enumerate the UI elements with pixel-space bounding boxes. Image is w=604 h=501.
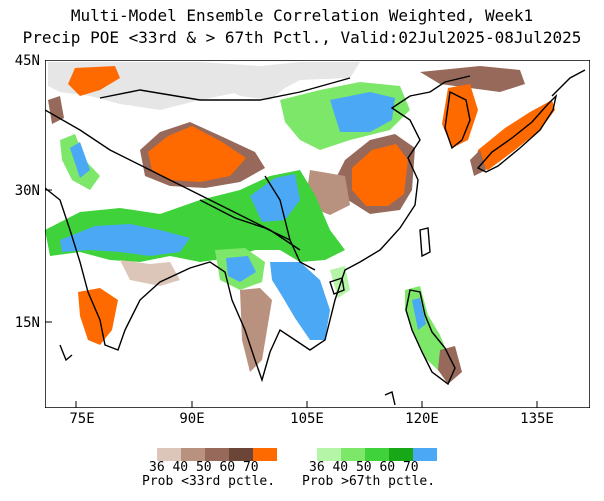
map-title-line2: Precip POE <33rd & > 67th Pctl., Valid:0… [22,28,582,47]
legend-below-caption: Prob <33rd pctle. [142,474,276,489]
legend-above-caption: Prob >67th pctle. [302,474,436,489]
lat-label-30n: 30N [14,183,40,199]
legend-above-value: 70 [402,460,419,475]
legend-above-value: 40 [332,460,349,475]
legend-swatch-above-60 [389,448,413,461]
lat-label-45n: 45N [14,53,40,69]
dry-region [240,288,272,372]
legend-above-swatches [317,446,437,461]
lon-label-120e: 120E [405,411,439,427]
coastlines [45,69,586,406]
legend-above-value: 50 [355,460,372,475]
legend-swatch-below-40 [181,448,205,461]
legend-swatch-below-36 [157,448,181,461]
dry-region [352,144,408,206]
dry-region [148,126,246,182]
lon-label-75e: 75E [69,411,95,427]
legend-swatch-below-50 [205,448,229,461]
wet-region [226,256,256,282]
legend-below-value: 70 [242,460,259,475]
wet-region [60,224,190,256]
legend-above-value: 60 [379,460,396,475]
legend-swatch-below-60 [229,448,253,461]
legend-below-value: 50 [195,460,212,475]
lon-label-105e: 105E [290,411,324,427]
legend-swatch-below-70 [253,448,277,461]
dry-region [68,66,120,96]
dry-region [438,346,462,384]
legend-above-value: 36 [309,460,325,475]
lon-label-90e: 90E [179,411,205,427]
wet-region [330,92,395,132]
dry-region [48,96,64,124]
legend-above-values: 36 40 50 60 70 [309,461,419,475]
wet-region [270,262,330,340]
legend-swatch-above-36 [317,448,341,461]
legend-swatch-above-70 [413,448,437,461]
dry-region [420,66,525,92]
axis-ticks [45,60,538,408]
legend-swatch-above-40 [341,448,365,461]
no-data-area [48,62,360,110]
map-canvas [45,60,590,408]
legend-below-value: 36 [149,460,165,475]
wet-region [330,266,350,298]
legend-below-value: 60 [219,460,236,475]
lat-label-15n: 15N [14,315,40,331]
legend-below-values: 36 40 50 60 70 [149,461,259,475]
lon-label-135e: 135E [520,411,554,427]
legend-below-swatches [157,446,277,461]
map-title-line1: Multi-Model Ensemble Correlation Weighte… [70,6,534,25]
no-data-area [220,70,290,100]
wet-region [412,298,426,330]
wet-region [250,174,300,222]
legend-swatch-above-50 [365,448,389,461]
dry-region [442,84,478,148]
legend-below-value: 40 [172,460,189,475]
wet-region [70,142,90,178]
